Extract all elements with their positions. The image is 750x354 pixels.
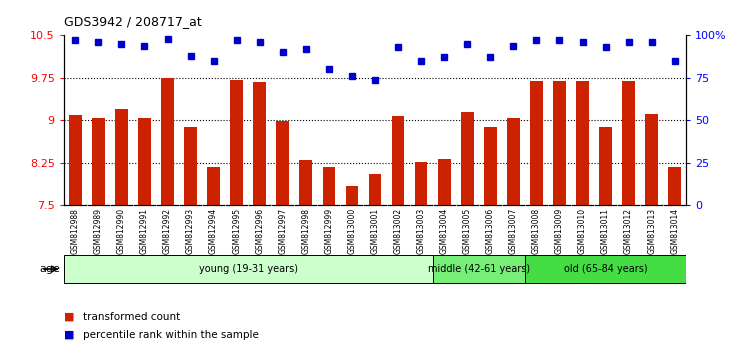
Text: old (65-84 years): old (65-84 years) [564, 264, 647, 274]
Text: GSM812989: GSM812989 [94, 208, 103, 254]
Bar [64, 255, 433, 283]
Text: GSM813011: GSM813011 [601, 208, 610, 254]
Bar [530, 81, 543, 205]
Text: GSM813014: GSM813014 [670, 208, 680, 254]
Text: GSM813010: GSM813010 [578, 208, 587, 254]
Text: GSM812995: GSM812995 [232, 208, 242, 254]
Text: GSM813002: GSM813002 [394, 208, 403, 254]
Bar [507, 118, 520, 205]
Bar [277, 121, 289, 205]
Bar [622, 81, 635, 205]
Bar [138, 118, 151, 205]
Text: GSM813006: GSM813006 [486, 208, 495, 254]
Text: GSM812997: GSM812997 [278, 208, 287, 254]
Bar [369, 174, 381, 205]
Bar [645, 114, 658, 205]
Bar [254, 82, 266, 205]
Bar [415, 162, 428, 205]
Bar [576, 81, 589, 205]
Bar [299, 160, 312, 205]
Text: GSM812998: GSM812998 [302, 208, 310, 254]
Text: GSM812992: GSM812992 [163, 208, 172, 254]
Bar [161, 78, 174, 205]
Text: GSM812994: GSM812994 [209, 208, 218, 254]
Bar [525, 255, 686, 283]
Text: GDS3942 / 208717_at: GDS3942 / 208717_at [64, 15, 202, 28]
Bar [184, 127, 197, 205]
Bar [346, 186, 358, 205]
Bar [599, 127, 612, 205]
Text: GSM812993: GSM812993 [186, 208, 195, 254]
Text: GSM813007: GSM813007 [509, 208, 518, 254]
Text: GSM813008: GSM813008 [532, 208, 541, 254]
Bar [392, 116, 404, 205]
Bar [92, 118, 105, 205]
Text: GSM813001: GSM813001 [370, 208, 380, 254]
Text: ■: ■ [64, 330, 74, 339]
Text: GSM813003: GSM813003 [416, 208, 425, 254]
Text: transformed count: transformed count [82, 312, 180, 322]
Text: middle (42-61 years): middle (42-61 years) [427, 264, 530, 274]
Text: GSM813005: GSM813005 [463, 208, 472, 254]
Bar [461, 112, 473, 205]
Bar [433, 255, 525, 283]
Bar [69, 115, 82, 205]
Text: GSM813000: GSM813000 [347, 208, 356, 254]
Bar [553, 81, 566, 205]
Bar [438, 159, 451, 205]
Text: GSM812990: GSM812990 [117, 208, 126, 254]
Text: ■: ■ [64, 312, 74, 322]
Text: age: age [39, 264, 60, 274]
Bar [484, 127, 496, 205]
Bar [115, 109, 128, 205]
Text: percentile rank within the sample: percentile rank within the sample [82, 330, 258, 339]
Text: GSM812988: GSM812988 [70, 208, 80, 253]
Bar [668, 167, 681, 205]
Text: GSM812996: GSM812996 [255, 208, 264, 254]
Text: young (19-31 years): young (19-31 years) [199, 264, 298, 274]
Text: GSM812991: GSM812991 [140, 208, 149, 254]
Bar [207, 167, 220, 205]
Text: GSM812999: GSM812999 [325, 208, 334, 254]
Bar [322, 167, 335, 205]
Text: GSM813012: GSM813012 [624, 208, 633, 254]
Text: GSM813013: GSM813013 [647, 208, 656, 254]
Text: GSM813004: GSM813004 [440, 208, 448, 254]
Text: GSM813009: GSM813009 [555, 208, 564, 254]
Bar [230, 80, 243, 205]
